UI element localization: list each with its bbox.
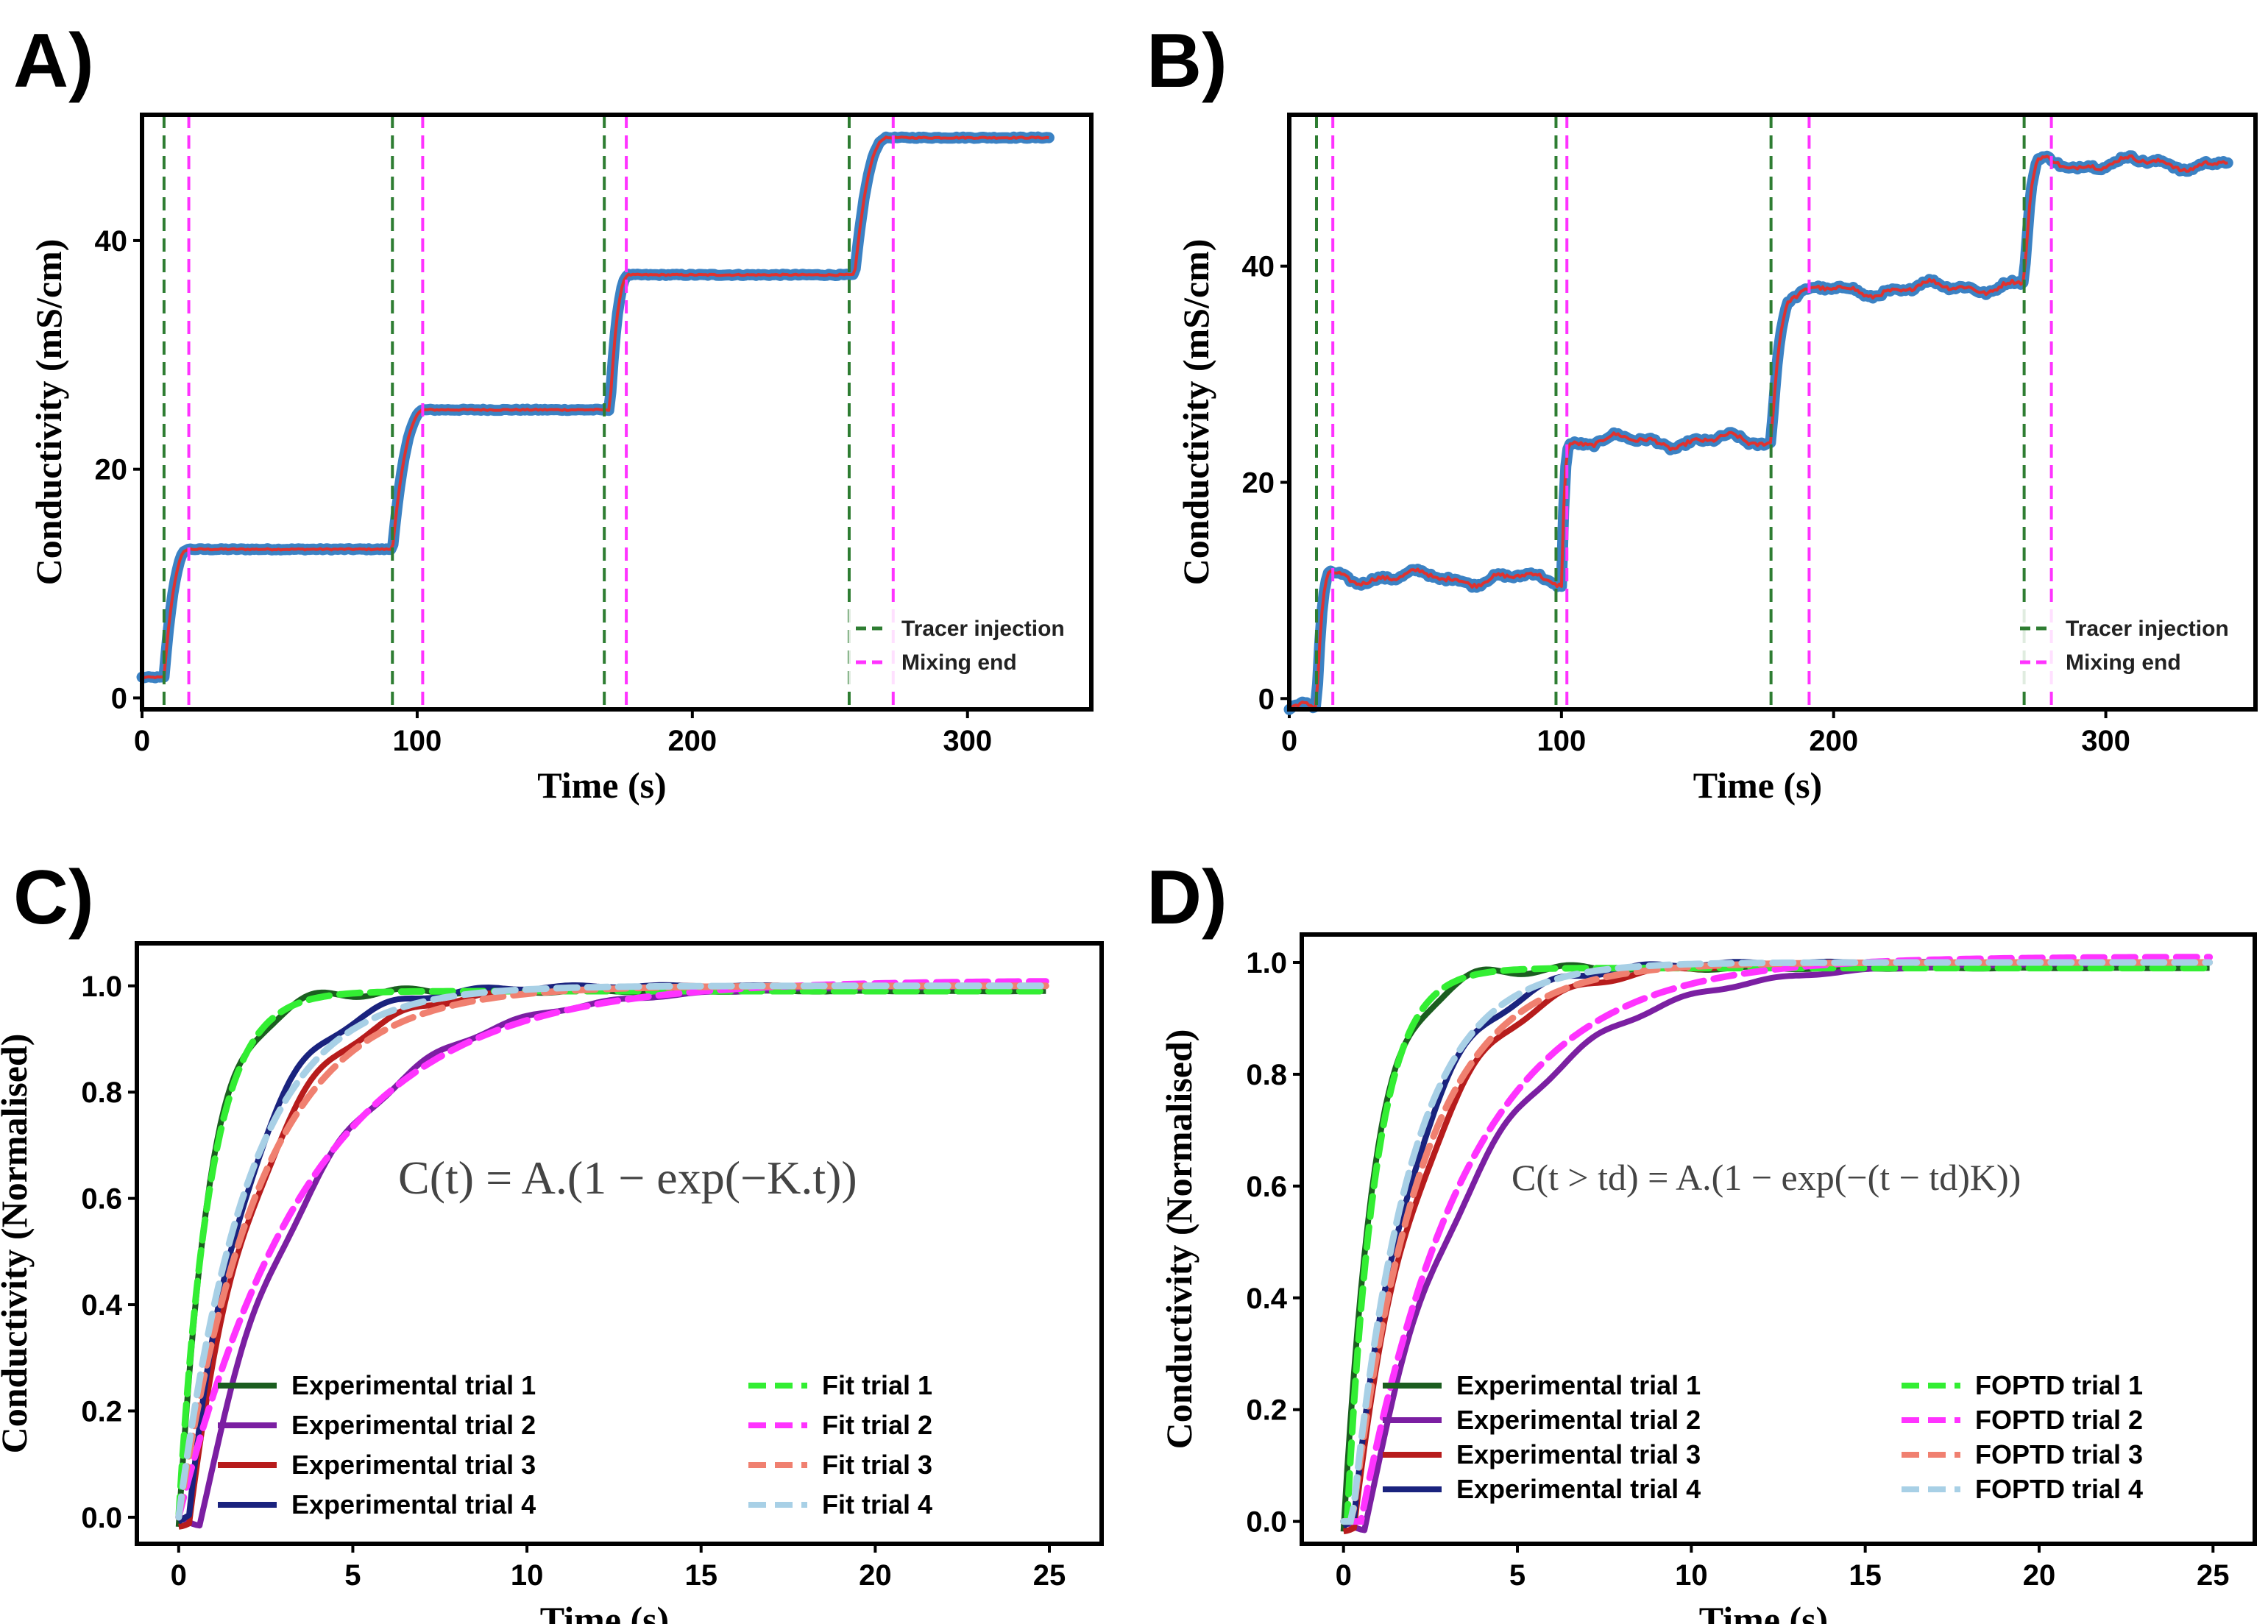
x-tick-label: 10	[511, 1559, 544, 1592]
legend-label: Fit trial 4	[822, 1489, 932, 1520]
x-tick-label: 20	[2023, 1559, 2056, 1592]
legend-label: Experimental trial 4	[291, 1489, 536, 1520]
legend-box	[2013, 606, 2252, 684]
y-tick-label: 1.0	[1246, 947, 1287, 979]
y-tick-label: 0.6	[1246, 1171, 1287, 1203]
x-tick-label: 5	[344, 1559, 361, 1592]
x-tick-label: 300	[943, 725, 992, 757]
y-tick-label: 0.0	[81, 1502, 122, 1534]
series-foptd-trial-4	[1340, 959, 2214, 1525]
y-tick-label: 0.4	[81, 1289, 122, 1322]
legend-label: Fit trial 2	[822, 1410, 932, 1440]
y-tick-label: 0	[111, 682, 127, 715]
legend-label: Experimental trial 2	[1456, 1405, 1701, 1435]
y-tick-label: 0.0	[1246, 1506, 1287, 1539]
legend-label: Mixing end	[901, 650, 1017, 675]
legend-box	[848, 606, 1088, 684]
x-tick-label: 0	[1336, 1559, 1352, 1592]
series-foptd-trial-1	[1340, 965, 2214, 1525]
x-tick-label: 25	[1033, 1559, 1066, 1592]
x-tick-label: 100	[1537, 725, 1586, 757]
plot-frame	[135, 941, 1104, 1546]
legend-label: Tracer injection	[2066, 617, 2229, 641]
legend-label: Tracer injection	[901, 617, 1065, 641]
panel-d-chart: 0 5 10 15 20 25 0.0 0.2 0.4 0.6 0.8 1.0 Time (s) Cond…	[1158, 932, 2257, 1624]
series-foptd-trial-2	[1340, 954, 2214, 1525]
series-fit-trial-1	[175, 987, 1049, 1521]
y-tick-label: 0.2	[81, 1395, 122, 1428]
legend-label: FOPTD trial 4	[1975, 1474, 2143, 1504]
series-foptd-trial-3	[1340, 959, 2214, 1525]
panel-label-d: D)	[1147, 855, 1227, 940]
x-tick-label: 100	[393, 725, 442, 757]
y-tick-label: 20	[95, 454, 128, 486]
x-tick-label: 15	[684, 1559, 717, 1592]
panel-label-a: A)	[13, 18, 94, 104]
x-tick-label: 0	[171, 1559, 187, 1592]
y-tick-label: 20	[1242, 467, 1275, 499]
x-tick-label: 200	[667, 725, 717, 757]
legend-label: FOPTD trial 2	[1975, 1405, 2143, 1435]
y-tick-label: 0.2	[1246, 1394, 1287, 1427]
y-tick-label: 40	[95, 225, 128, 258]
series-fit-trial-4	[175, 982, 1049, 1521]
y-tick-label: 0.4	[1246, 1283, 1287, 1315]
panel-label-b: B)	[1147, 18, 1227, 104]
equation-text: C(t) = A.(1 − exp(−K.t))	[398, 1152, 857, 1204]
y-axis-title: Conductivity (Normalised)	[0, 1034, 35, 1454]
legend-label: Experimental trial 1	[1456, 1370, 1701, 1400]
y-axis-title: Conductivity (mS/cm)	[1175, 239, 1216, 586]
legend-label: Experimental trial 2	[291, 1410, 536, 1440]
y-tick-label: 0.6	[81, 1183, 122, 1216]
panel-a-chart: 0 100 200 300 0 20 40 Time (s) Conductivity (mS/…	[28, 113, 1094, 806]
legend-label: FOPTD trial 1	[1975, 1370, 2143, 1400]
legend-label: Experimental trial 1	[291, 1370, 536, 1400]
legend-label: Experimental trial 4	[1456, 1474, 1701, 1504]
legend-label: Fit trial 3	[822, 1450, 932, 1480]
x-tick-label: 15	[1849, 1559, 1882, 1592]
legend-label: Experimental trial 3	[1456, 1439, 1701, 1469]
legend-label: Mixing end	[2066, 650, 2181, 675]
legend-label: Experimental trial 3	[291, 1450, 536, 1480]
y-tick-label: 40	[1242, 251, 1275, 283]
legend-label: Fit trial 1	[822, 1370, 932, 1400]
x-tick-label: 0	[1281, 725, 1297, 757]
series-filtered-signal	[141, 135, 1049, 680]
x-tick-label: 300	[2081, 725, 2130, 757]
x-axis-title: Time (s)	[540, 1599, 669, 1624]
x-axis-title: Time (s)	[1699, 1599, 1828, 1624]
x-axis-title: Time (s)	[1693, 765, 1822, 806]
x-tick-label: 5	[1509, 1559, 1525, 1592]
y-tick-label: 0.8	[81, 1077, 122, 1109]
series-filtered-signal	[1288, 154, 2228, 711]
panel-label-c: C)	[13, 855, 94, 940]
x-tick-label: 200	[1809, 725, 1858, 757]
legend-label: FOPTD trial 3	[1975, 1439, 2143, 1469]
plot-frame	[1300, 932, 2257, 1546]
y-tick-label: 0.8	[1246, 1059, 1287, 1091]
equation-text: C(t > td) = A.(1 − exp(−(t − td)K))	[1512, 1157, 2021, 1198]
series-fit-trial-2	[175, 978, 1049, 1521]
y-tick-label: 1.0	[81, 971, 122, 1003]
x-tick-label: 0	[134, 725, 150, 757]
plot-frame	[140, 113, 1094, 712]
y-axis-title: Conductivity (mS/cm)	[28, 239, 69, 586]
plot-frame	[1287, 113, 2258, 712]
y-tick-label: 0	[1258, 683, 1275, 715]
series-measured-conductivity	[136, 131, 1055, 684]
x-tick-label: 10	[1675, 1559, 1708, 1592]
x-axis-title: Time (s)	[537, 765, 666, 806]
x-tick-label: 25	[2197, 1559, 2230, 1592]
panel-b-chart: 0 100 200 300 0 20 40 Time (s) Conductivity (mS/…	[1175, 113, 2258, 806]
panel-c-chart: 0 5 10 15 20 25 0.0 0.2 0.4 0.6 0.8 1.0 Time (s) Cond…	[0, 941, 1104, 1624]
y-axis-title: Conductivity (Normalised)	[1158, 1029, 1199, 1450]
x-tick-label: 20	[859, 1559, 892, 1592]
